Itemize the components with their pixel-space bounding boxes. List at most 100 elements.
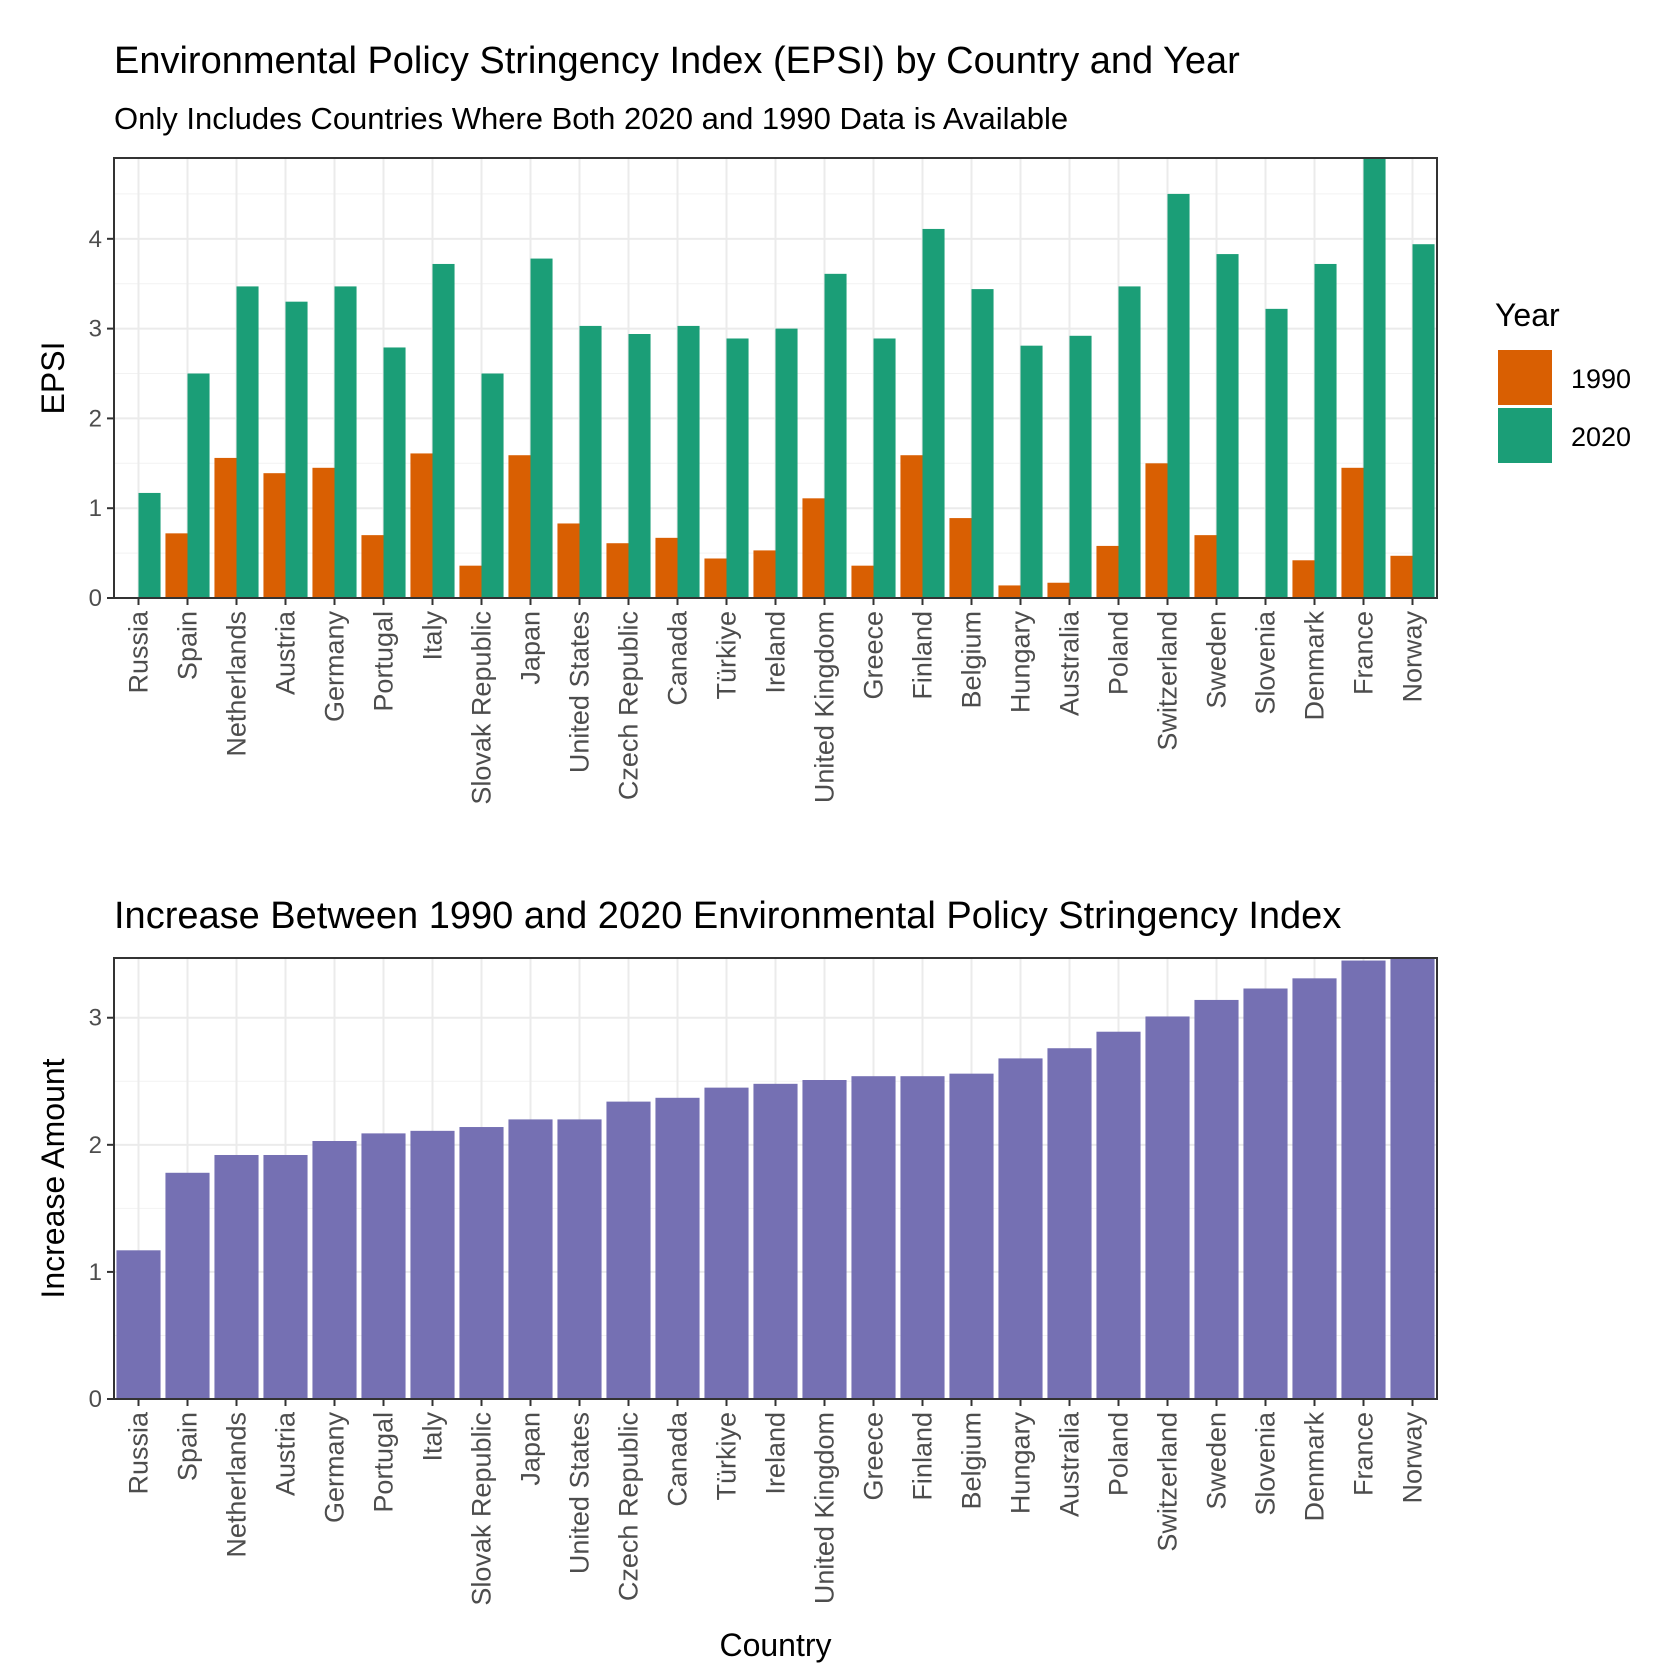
chart1-x-tick-label: Norway	[1398, 611, 1428, 703]
chart1-bar-finland-1990	[900, 455, 923, 598]
chart2-x-tick-label: Germany	[320, 1412, 350, 1524]
chart1-bar-slovak-republic-1990	[459, 565, 482, 598]
chart1-y-tick-label: 3	[89, 316, 102, 343]
chart2-x-tick-label: Slovenia	[1251, 1411, 1281, 1516]
chart1-bar-united-states-2020	[579, 325, 602, 598]
chart2-bar-russia	[116, 1250, 161, 1399]
chart2-x-tick-label: Norway	[1398, 1412, 1428, 1504]
chart1-x-tick-label: United States	[565, 611, 595, 773]
chart2-bar-czech-republic	[606, 1101, 651, 1399]
chart2-x-tick-label: Japan	[516, 1412, 546, 1486]
chart2-bar-denmark	[1292, 978, 1337, 1399]
chart1-x-tick-label: Italy	[418, 611, 448, 661]
chart1-x-tick-label: France	[1349, 611, 1379, 695]
chart2-x-tick-label: Italy	[418, 1412, 448, 1462]
chart1-bar-slovak-republic-2020	[481, 373, 504, 598]
chart1-bar-spain-1990	[165, 533, 188, 598]
chart2-x-tick-label: Finland	[908, 1412, 938, 1501]
chart1-x-tick-label: Slovak Republic	[467, 611, 497, 805]
chart1-bar-australia-1990	[1047, 582, 1070, 598]
chart2-x-tick-label: Australia	[1055, 1411, 1085, 1517]
chart2-bar-poland	[1096, 1031, 1141, 1399]
chart2-x-tick-label: Türkiye	[712, 1412, 742, 1501]
chart1-bar-ireland-2020	[775, 328, 798, 598]
chart1-x-tick-label: Türkiye	[712, 611, 742, 700]
chart1-bar-france-1990	[1341, 467, 1364, 598]
chart1-y-tick-label: 0	[89, 585, 102, 612]
chart1-x-tick-label: Poland	[1104, 611, 1134, 695]
chart2-y-tick-label: 1	[89, 1259, 102, 1286]
chart1-bar-poland-1990	[1096, 545, 1119, 598]
chart1-bar-t-rkiye-1990	[704, 558, 727, 598]
chart2-bar-united-states	[557, 1119, 602, 1399]
chart1-bar-czech-republic-2020	[628, 334, 651, 598]
chart2-bar-germany	[312, 1141, 357, 1399]
chart2-bar-france	[1341, 960, 1386, 1399]
chart1-bar-australia-2020	[1069, 335, 1092, 598]
chart1-x-tick-label: Canada	[663, 610, 693, 706]
chart1-bar-slovenia-2020	[1265, 308, 1288, 598]
chart2-bar-portugal	[361, 1133, 406, 1399]
chart1-bar-netherlands-2020	[236, 286, 259, 598]
chart1-bar-france-2020	[1363, 158, 1386, 599]
chart1-bar-belgium-1990	[949, 518, 972, 598]
chart1-bar-austria-2020	[285, 301, 308, 598]
chart2-y-tick-label: 3	[89, 1005, 102, 1032]
chart2-bar-slovenia	[1243, 988, 1288, 1399]
chart2-y-axis-title: Increase Amount	[35, 1058, 71, 1298]
legend-label-1990: 1990	[1571, 364, 1631, 394]
chart2-bar-norway	[1390, 958, 1435, 1399]
chart1-bar-netherlands-1990	[214, 457, 237, 598]
chart1-bar-denmark-2020	[1314, 263, 1337, 598]
chart1-bar-hungary-1990	[998, 585, 1021, 598]
chart2-x-tick-label: Switzerland	[1153, 1412, 1183, 1552]
chart2-x-tick-label: Greece	[859, 1412, 889, 1501]
chart1-bar-norway-2020	[1412, 244, 1435, 598]
chart1-bar-germany-2020	[334, 286, 357, 598]
chart2-bar-hungary	[998, 1058, 1043, 1399]
chart1-bar-japan-2020	[530, 258, 553, 598]
chart1-bar-portugal-2020	[383, 347, 406, 598]
chart1-subtitle: Only Includes Countries Where Both 2020 …	[114, 101, 1069, 136]
chart1-bar-spain-2020	[187, 373, 210, 598]
chart1-bar-belgium-2020	[971, 289, 994, 598]
chart2-x-tick-label: Slovak Republic	[467, 1412, 497, 1606]
chart1-bar-hungary-2020	[1020, 345, 1043, 598]
chart2-bar-finland	[900, 1076, 945, 1399]
chart1-bar-sweden-1990	[1194, 535, 1217, 598]
chart2-x-tick-label: Portugal	[369, 1412, 399, 1513]
chart2-x-tick-label: United Kingdom	[810, 1412, 840, 1604]
chart2-x-tick-label: Austria	[271, 1411, 301, 1496]
chart1-bar-switzerland-2020	[1167, 193, 1190, 598]
chart2-bar-japan	[508, 1119, 553, 1399]
chart1-x-tick-label: Germany	[320, 611, 350, 723]
chart1-bar-germany-1990	[312, 467, 335, 598]
chart2-x-tick-label: France	[1349, 1412, 1379, 1496]
chart2-x-tick-label: Czech Republic	[614, 1412, 644, 1601]
chart1-y-axis-title: EPSI	[35, 342, 71, 415]
chart1-bar-italy-2020	[432, 263, 455, 598]
chart1-bar-italy-1990	[410, 453, 433, 598]
chart2-bar-austria	[263, 1154, 308, 1399]
chart1-bar-switzerland-1990	[1145, 463, 1168, 598]
chart1-x-tick-label: Belgium	[957, 611, 987, 709]
chart1-x-tick-label: Japan	[516, 611, 546, 685]
chart2-x-axis-title: Country	[719, 1627, 831, 1663]
chart1-x-tick-label: Greece	[859, 611, 889, 700]
chart1-bar-poland-2020	[1118, 286, 1141, 598]
chart1-x-tick-label: Ireland	[761, 611, 791, 694]
chart2-bar-slovak-republic	[459, 1127, 504, 1399]
chart1-x-tick-label: Slovenia	[1251, 610, 1281, 715]
chart2-x-tick-label: Netherlands	[222, 1412, 252, 1558]
chart2-bar-t-rkiye	[704, 1087, 749, 1399]
chart2-x-tick-label: Sweden	[1202, 1412, 1232, 1510]
legend-key-2020	[1498, 408, 1552, 463]
chart1-x-tick-label: Finland	[908, 611, 938, 700]
chart1-y-tick-label: 2	[89, 405, 102, 432]
chart2-title: Increase Between 1990 and 2020 Environme…	[114, 895, 1342, 937]
chart1-title: Environmental Policy Stringency Index (E…	[114, 40, 1240, 82]
chart2-bar-spain	[165, 1172, 210, 1399]
chart1-x-tick-label: Czech Republic	[614, 611, 644, 800]
chart2-bar-netherlands	[214, 1154, 259, 1399]
